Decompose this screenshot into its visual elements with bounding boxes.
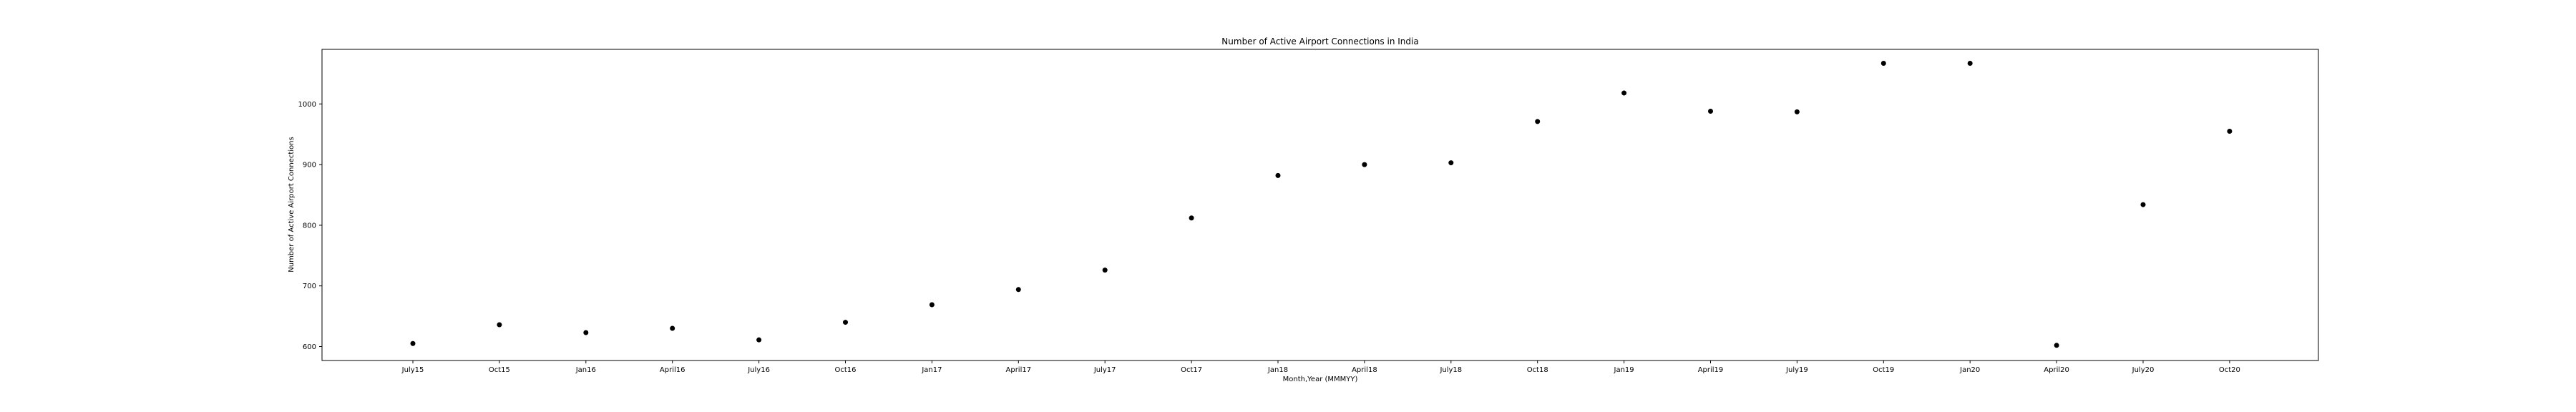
y-axis: 600 700 800 900 1000 — [298, 101, 322, 351]
data-point — [1967, 61, 1973, 67]
x-tick-label: April16 — [660, 366, 686, 374]
x-tick-label: April20 — [2044, 366, 2069, 374]
x-tick-label: July20 — [2132, 366, 2155, 374]
x-tick-label: July19 — [1785, 366, 1808, 374]
x-tick-label: Oct16 — [834, 366, 856, 374]
data-point — [843, 320, 848, 325]
x-tick-label: Jan16 — [575, 366, 596, 374]
y-axis-label: Number of Active Airport Connections — [288, 137, 296, 272]
data-point — [1880, 61, 1886, 67]
data-point — [2140, 202, 2146, 207]
x-tick-label: Jan19 — [1614, 366, 1634, 374]
data-point — [756, 337, 762, 343]
data-point — [583, 330, 589, 335]
data-point — [1708, 108, 1713, 114]
y-tick-label: 700 — [303, 283, 316, 290]
data-point — [929, 302, 935, 308]
data-point — [1362, 162, 1367, 167]
data-point — [2054, 343, 2059, 348]
data-point — [410, 340, 416, 346]
plot-area — [321, 49, 2319, 361]
data-points — [410, 61, 2233, 348]
x-axis: July15 Oct15 Jan16 April16 July16 Oct16 Jan17 A… — [401, 360, 2240, 374]
chart-title: Number of Active Airport Connections in … — [1221, 36, 1418, 46]
data-point — [1275, 172, 1281, 178]
data-point — [1015, 287, 1021, 293]
x-tick-label: Oct20 — [2219, 366, 2240, 374]
x-tick-label: Oct19 — [1873, 366, 1894, 374]
x-tick-label: July18 — [1439, 366, 1462, 374]
x-tick-label: Jan18 — [1267, 366, 1288, 374]
y-tick-label: 800 — [303, 222, 316, 230]
data-point — [1535, 119, 1541, 124]
x-tick-label: April19 — [1698, 366, 1724, 374]
data-point — [497, 322, 502, 328]
x-tick-label: July17 — [1093, 366, 1116, 374]
x-tick-label: Jan17 — [921, 366, 942, 374]
x-tick-label: Jan20 — [1959, 366, 1980, 374]
y-tick-label: 600 — [303, 343, 316, 351]
x-tick-label: April17 — [1006, 366, 1032, 374]
data-point — [2227, 128, 2233, 134]
data-point — [1621, 90, 1627, 96]
data-point — [1189, 215, 1194, 221]
x-tick-label: July16 — [747, 366, 770, 374]
data-point — [1794, 109, 1800, 114]
data-point — [670, 325, 675, 331]
data-point — [1102, 268, 1108, 273]
x-tick-label: Oct17 — [1181, 366, 1202, 374]
x-tick-label: April18 — [1352, 366, 1377, 374]
x-axis-label: Month,Year (MMMYY) — [1283, 376, 1358, 383]
x-tick-label: Oct18 — [1527, 366, 1548, 374]
x-tick-label: Oct15 — [489, 366, 510, 374]
y-tick-label: 900 — [303, 162, 316, 170]
x-tick-label: July15 — [401, 366, 424, 374]
y-tick-label: 1000 — [298, 101, 316, 109]
data-point — [1448, 160, 1454, 166]
